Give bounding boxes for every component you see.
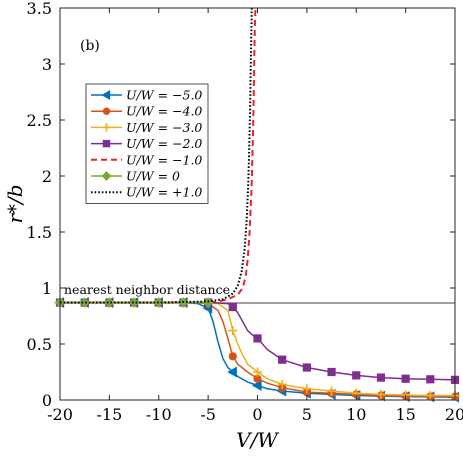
data-point: [352, 371, 361, 380]
data-point: [278, 355, 287, 364]
data-point: [104, 297, 115, 308]
data-point: [228, 352, 237, 361]
x-tick-label: 10: [346, 405, 366, 424]
x-tick-label: 0: [252, 405, 262, 424]
legend-swatch-marker: [102, 139, 111, 148]
series-5: [60, 7, 257, 304]
y-tick-label: 0.5: [27, 335, 52, 354]
y-tick-label: 2: [42, 167, 52, 186]
data-point: [251, 379, 262, 391]
x-tick-label: -5: [200, 405, 216, 424]
data-point: [277, 379, 287, 389]
y-tick-label: 3: [42, 55, 52, 74]
reference-line-label: nearest neighbor distance: [64, 282, 230, 297]
legend-swatch-marker: [101, 89, 111, 101]
ticks-layer: -20 -15 -10 -5 0 5 10 15 20 0 0.5 1 1.5 2 2.5 3 3.5: [27, 0, 463, 424]
data-point: [326, 386, 337, 396]
legend-swatch-marker: [102, 107, 111, 115]
data-point: [327, 367, 336, 377]
series-layer: [54, 7, 460, 403]
x-tick-label: 5: [302, 405, 312, 424]
legend-entry-label: U/W = −4.0: [126, 104, 202, 119]
panel-label: (b): [80, 38, 100, 54]
data-point: [376, 389, 386, 399]
data-point: [376, 373, 386, 382]
data-point: [302, 384, 312, 394]
legend-entry-label: U/W = −5.0: [126, 88, 202, 103]
legend-swatch-marker: [102, 123, 111, 132]
legend-entry-label: U/W = −1.0: [126, 152, 202, 167]
legend-entry-label: U/W = +1.0: [126, 185, 202, 200]
x-tick-label: 20: [445, 405, 463, 424]
legend: U/W = −5.0U/W = −4.0U/W = −3.0U/W = −2.0…: [85, 83, 209, 204]
series-line: [60, 7, 257, 304]
y-tick-label: 1: [42, 279, 52, 298]
y-axis-label: r*/b: [3, 184, 27, 223]
data-point: [128, 297, 140, 308]
y-tick-label: 3.5: [27, 0, 52, 18]
data-point: [426, 375, 435, 384]
x-tick-label: 15: [395, 405, 415, 424]
x-axis-label: V/W: [236, 428, 279, 452]
x-tick-label: -10: [146, 405, 172, 424]
y-tick-label: 2.5: [27, 111, 52, 130]
legend-entry-label: U/W = 0: [126, 169, 180, 184]
data-point: [401, 374, 410, 383]
data-point: [228, 302, 237, 312]
data-point: [302, 363, 311, 372]
x-tick-label: -15: [96, 405, 122, 424]
data-point: [79, 297, 90, 308]
data-point: [228, 325, 238, 336]
legend-entry-label: U/W = −3.0: [126, 120, 202, 135]
y-tick-label: 1.5: [27, 223, 52, 242]
legend-swatch-marker: [101, 171, 112, 181]
legend-entry-label: U/W = −2.0: [126, 136, 202, 151]
y-tick-label: 0: [42, 391, 52, 410]
data-point: [252, 367, 263, 377]
x-tick-label: -20: [47, 405, 73, 424]
data-point: [425, 390, 435, 401]
data-point: [253, 334, 262, 343]
data-point: [227, 366, 237, 378]
